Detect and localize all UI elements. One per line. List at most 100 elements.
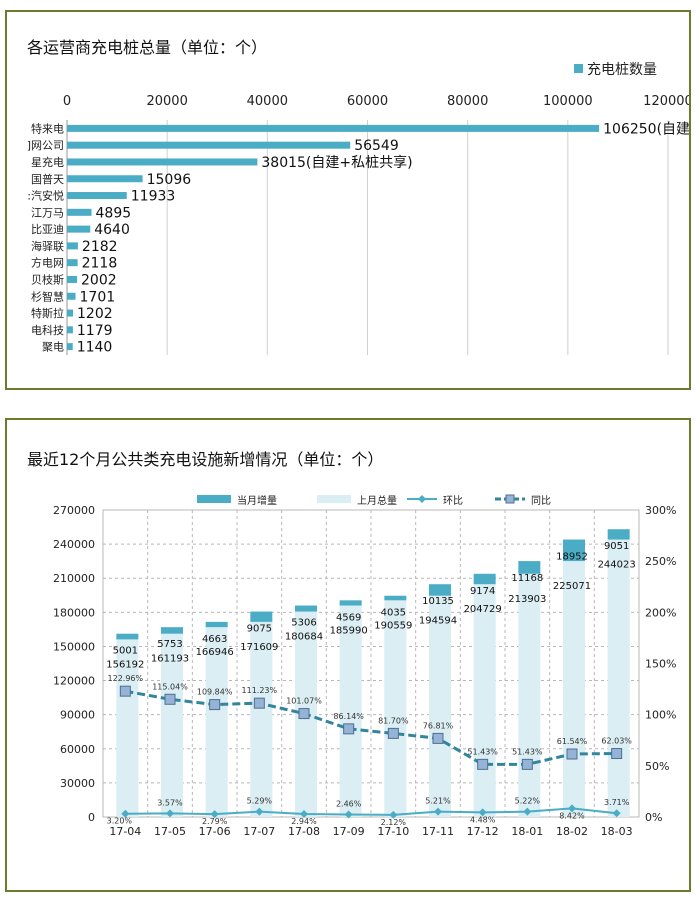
bar-monthly-increase: [161, 627, 183, 634]
prev-total-value-label: 156192: [106, 659, 144, 670]
x-tick-label: 18-02: [556, 825, 588, 838]
increase-value-label: 5306: [291, 618, 316, 629]
mom-value-label: 4.48%: [470, 815, 496, 824]
data-label: 1140: [77, 340, 113, 356]
yoy-value-label: 51.43%: [467, 747, 498, 756]
bar-monthly-increase: [295, 605, 317, 612]
bar-monthly-increase: [429, 584, 451, 596]
x-tick-label: 100000: [543, 94, 593, 109]
mom-marker: [434, 807, 442, 816]
x-tick-label: 17-08: [288, 825, 320, 838]
category-label: 杉智慧: [31, 289, 64, 303]
monthly-chart-panel: 最近12个月公共类充电设施新增情况（单位：个） 0 30000 60000 90000…: [5, 418, 691, 892]
increase-value-label: 9075: [247, 624, 272, 635]
prev-total-value-label: 166946: [196, 647, 234, 658]
operator-chart-title: 各运营商充电桩总量（单位：个）: [27, 38, 268, 57]
y2-tick-label: 150%: [645, 658, 676, 671]
mom-marker: [344, 810, 353, 819]
bar-prev-total: [205, 627, 228, 817]
yoy-value-label: 122.96%: [108, 674, 144, 683]
legend-label: 同比: [531, 495, 551, 507]
x-tick-label: 60000: [347, 94, 388, 109]
yoy-value-label: 76.81%: [423, 721, 454, 730]
yoy-marker: [521, 758, 533, 770]
category-label: 国普天: [31, 172, 64, 186]
bar-monthly-increase: [473, 573, 496, 585]
operator-chart-panel: 各运营商充电桩总量（单位：个） 充电桩数量 0 20000 40000 60000 800…: [5, 10, 691, 390]
mom-value-label: 2.94%: [291, 817, 317, 826]
bar-prev-total: [563, 561, 585, 817]
y2-tick-label: 300%: [645, 504, 676, 517]
bar: [67, 292, 76, 300]
increase-value-label: 18952: [556, 552, 588, 563]
bar-prev-total: [161, 633, 183, 817]
mom-value-label: 3.71%: [604, 798, 630, 807]
yoy-marker: [253, 697, 265, 709]
bar: [67, 326, 73, 334]
mom-value-label: 2.79%: [202, 817, 228, 826]
bar-prev-total: [384, 600, 407, 817]
y-tick-label: 180000: [53, 606, 95, 619]
y-tick-label: 60000: [60, 743, 95, 756]
prev-total-value-label: 244023: [598, 560, 636, 571]
category-label: 比亚迪: [31, 223, 64, 236]
prev-total-value-label: 180684: [285, 632, 323, 643]
data-label: 106250(自建+托管: [603, 121, 689, 137]
y-tick-label: 120000: [53, 675, 95, 688]
mom-marker: [478, 808, 487, 817]
category-label: 贝枝斯: [31, 272, 64, 286]
bar-prev-total: [116, 639, 139, 817]
y-tick-label: 270000: [53, 504, 95, 517]
x-tick-label: 17-11: [422, 825, 454, 838]
mom-marker: [612, 809, 621, 818]
mom-value-label: 3.20%: [107, 817, 133, 826]
x-tick-label: 17-09: [333, 825, 365, 838]
data-label: 1701: [80, 289, 116, 305]
yoy-marker: [611, 748, 623, 760]
mom-value-label: 8.42%: [559, 811, 585, 820]
bar: [67, 192, 127, 200]
monthly-combo-chart: 0 30000 60000 90000 120000 150000 180000 210000…: [53, 494, 676, 838]
y2-tick-label: 0%: [645, 811, 662, 824]
x-tick-label: 80000: [447, 94, 488, 109]
category-label: 电科技: [31, 323, 64, 337]
bar: [67, 309, 74, 317]
y-tick-label: 210000: [53, 572, 95, 585]
x-tick-label: 40000: [247, 94, 288, 109]
yoy-value-label: 62.03%: [601, 737, 632, 746]
category-label: 方电网: [31, 256, 64, 270]
increase-value-label: 9051: [604, 541, 629, 552]
data-label: 11933: [131, 189, 176, 205]
mom-marker: [523, 807, 532, 816]
bar-monthly-increase: [563, 539, 585, 562]
category-label: 特斯拉: [31, 306, 64, 320]
yoy-marker: [566, 748, 578, 760]
yoy-marker: [164, 693, 176, 705]
bar: [67, 275, 78, 283]
category-label: :汽安悦: [27, 189, 64, 203]
mom-marker: [166, 809, 174, 818]
y-tick-label: 240000: [53, 538, 95, 551]
y2-tick-label: 100%: [645, 709, 676, 722]
prev-total-value-label: 213903: [508, 594, 546, 605]
bar: [67, 158, 258, 166]
data-label: 2002: [81, 272, 117, 288]
x-tick-label: 0: [63, 94, 71, 109]
category-label: 特来电: [31, 121, 64, 135]
yoy-value-label: 111.23%: [242, 686, 278, 695]
data-label: 4895: [96, 205, 132, 221]
bar: [67, 259, 78, 267]
mom-value-label: 3.57%: [157, 798, 183, 807]
category-label: 星充电: [31, 155, 64, 169]
yoy-line: [125, 689, 617, 766]
bar-monthly-increase: [518, 561, 541, 574]
prev-total-value-label: 204729: [464, 604, 502, 615]
yoy-marker: [209, 699, 221, 711]
increase-value-label: 4035: [381, 608, 406, 619]
legend-swatch: [317, 495, 351, 503]
bar-monthly-increase: [116, 633, 139, 640]
legend-marker: [418, 495, 426, 503]
y-tick-label: 30000: [60, 777, 95, 790]
bar: [67, 242, 78, 250]
x-tick-label: 17-10: [377, 825, 409, 838]
